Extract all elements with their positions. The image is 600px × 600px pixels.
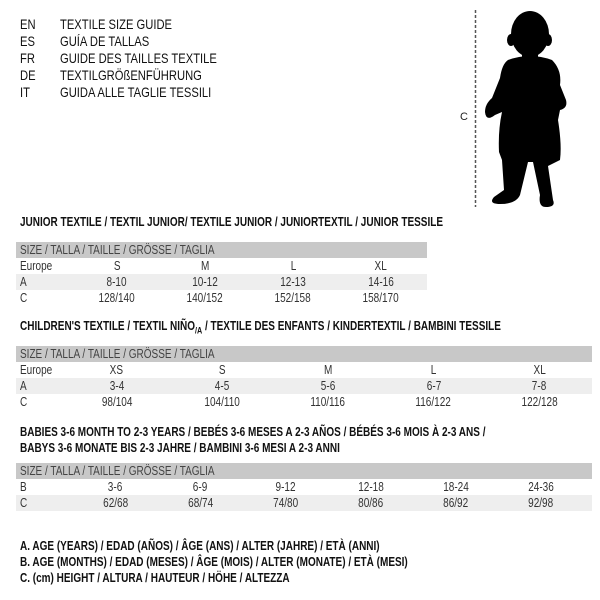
table-row: C 128/140 140/152 152/158 158/170	[16, 290, 427, 306]
lang-code: ES	[20, 33, 35, 49]
table-cell: 152/158	[274, 291, 312, 305]
row-label: B	[20, 480, 27, 494]
table-header: SIZE / TALLA / TAILLE / GRÖSSE / TAGLIA	[16, 463, 592, 479]
table-cell: XS	[110, 363, 124, 377]
table-cell: 104/110	[204, 395, 241, 409]
table-cell: M	[200, 259, 210, 273]
baby-silhouette-figure: C	[460, 10, 567, 207]
table-row: Europe XS S M L XL	[16, 362, 592, 378]
table-cell: 98/104	[101, 395, 133, 409]
table-cell: 110/116	[310, 395, 346, 409]
legend-c: C. (cm) HEIGHT / ALTURA / HAUTEUR / HÖHE…	[20, 571, 290, 585]
table-header: SIZE / TALLA / TAILLE / GRÖSSE / TAGLIA	[16, 242, 427, 258]
table-cell: L	[430, 363, 437, 377]
table-cell: XL	[533, 363, 546, 377]
lang-text: GUIDE DES TAILLES TEXTILE	[60, 50, 217, 66]
table-cell: 8-10	[106, 275, 128, 289]
table-cell: S	[113, 259, 121, 273]
table-cell: 24-36	[527, 480, 554, 494]
table-cell: 80/86	[357, 496, 384, 510]
table-cell: 7-8	[531, 379, 547, 393]
height-measure-label: C	[460, 111, 468, 123]
table-cell: 122/128	[521, 395, 558, 409]
row-label: A	[20, 275, 27, 289]
row-label: C	[20, 395, 28, 409]
table-row: B 3-6 6-9 9-12 12-18 18-24 24-36	[16, 479, 592, 495]
children-size-table: SIZE / TALLA / TAILLE / GRÖSSE / TAGLIA …	[16, 346, 592, 410]
children-textile-title: CHILDREN'S TEXTILE / TEXTIL NIÑO/A / TEX…	[20, 319, 501, 336]
row-label: C	[20, 496, 28, 510]
table-cell: 3-6	[108, 480, 123, 494]
table-cell: 68/74	[187, 496, 214, 510]
junior-textile-title: JUNIOR TEXTILE / TEXTIL JUNIOR/ TEXTILE …	[20, 215, 444, 229]
baby-silhouette-icon	[485, 11, 567, 207]
table-cell: 6-9	[193, 480, 208, 494]
table-row: Europe S M L XL	[16, 258, 427, 274]
babies-title-line-1: BABIES 3-6 MONTH TO 2-3 YEARS / BEBÉS 3-…	[20, 425, 486, 439]
table-cell: S	[219, 363, 226, 377]
table-cell: 4-5	[215, 379, 230, 393]
table-cell: 140/152	[186, 291, 224, 305]
lang-code: DE	[20, 67, 36, 83]
lang-code: IT	[20, 84, 30, 100]
row-label: C	[20, 291, 28, 305]
table-cell: 3-4	[109, 379, 125, 393]
table-cell: 6-7	[426, 379, 441, 393]
table-cell: 9-12	[275, 480, 296, 494]
table-cell: 14-16	[368, 275, 394, 289]
legend-a: A. AGE (YEARS) / EDAD (AÑOS) / ÂGE (ANS)…	[20, 539, 380, 553]
table-cell: 12-18	[357, 480, 384, 494]
table-cell: L	[290, 259, 296, 273]
table-cell: 92/98	[527, 496, 554, 510]
table-cell: 5-6	[320, 379, 336, 393]
table-cell: 12-13	[280, 275, 306, 289]
lang-code: FR	[20, 50, 35, 66]
table-cell: 116/122	[415, 395, 452, 409]
table-cell: M	[323, 363, 333, 377]
table-cell: 86/92	[442, 496, 469, 510]
legend-b: B. AGE (MONTHS) / EDAD (MESES) / ÂGE (MO…	[20, 555, 408, 569]
babies-title-line-2: BABYS 3-6 MONATE BIS 2-3 JAHRE / BAMBINI…	[20, 441, 340, 455]
table-row: A 3-4 4-5 5-6 6-7 7-8	[16, 378, 592, 394]
table-cell: 128/140	[98, 291, 136, 305]
row-label: Europe	[20, 259, 53, 273]
table-cell: 158/170	[362, 291, 400, 305]
babies-size-table: SIZE / TALLA / TAILLE / GRÖSSE / TAGLIA …	[16, 463, 592, 511]
lang-text: TEXTILE SIZE GUIDE	[60, 16, 173, 32]
table-cell: 74/80	[272, 496, 299, 510]
lang-code: EN	[20, 16, 36, 32]
table-cell: 10-12	[192, 275, 218, 289]
lang-text: GUIDA ALLE TAGLIE TESSILI	[60, 84, 212, 100]
table-row: C 98/104 104/110 110/116 116/122 122/128	[16, 394, 592, 410]
lang-text: GUÍA DE TALLAS	[60, 33, 150, 49]
table-cell: 62/68	[102, 496, 129, 510]
junior-size-table: SIZE / TALLA / TAILLE / GRÖSSE / TAGLIA …	[16, 242, 427, 306]
row-label: Europe	[20, 363, 53, 377]
table-header: SIZE / TALLA / TAILLE / GRÖSSE / TAGLIA	[16, 346, 592, 362]
table-cell: XL	[374, 259, 388, 273]
table-row: A 8-10 10-12 12-13 14-16	[16, 274, 427, 290]
table-cell: 18-24	[442, 480, 469, 494]
table-row: C 62/68 68/74 74/80 80/86 86/92 92/98	[16, 495, 592, 511]
lang-text: TEXTILGRÖßENFÜHRUNG	[60, 67, 202, 83]
row-label: A	[20, 379, 27, 393]
